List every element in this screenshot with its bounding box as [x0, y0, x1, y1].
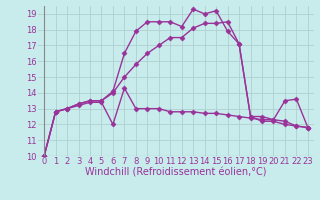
X-axis label: Windchill (Refroidissement éolien,°C): Windchill (Refroidissement éolien,°C) [85, 168, 267, 178]
